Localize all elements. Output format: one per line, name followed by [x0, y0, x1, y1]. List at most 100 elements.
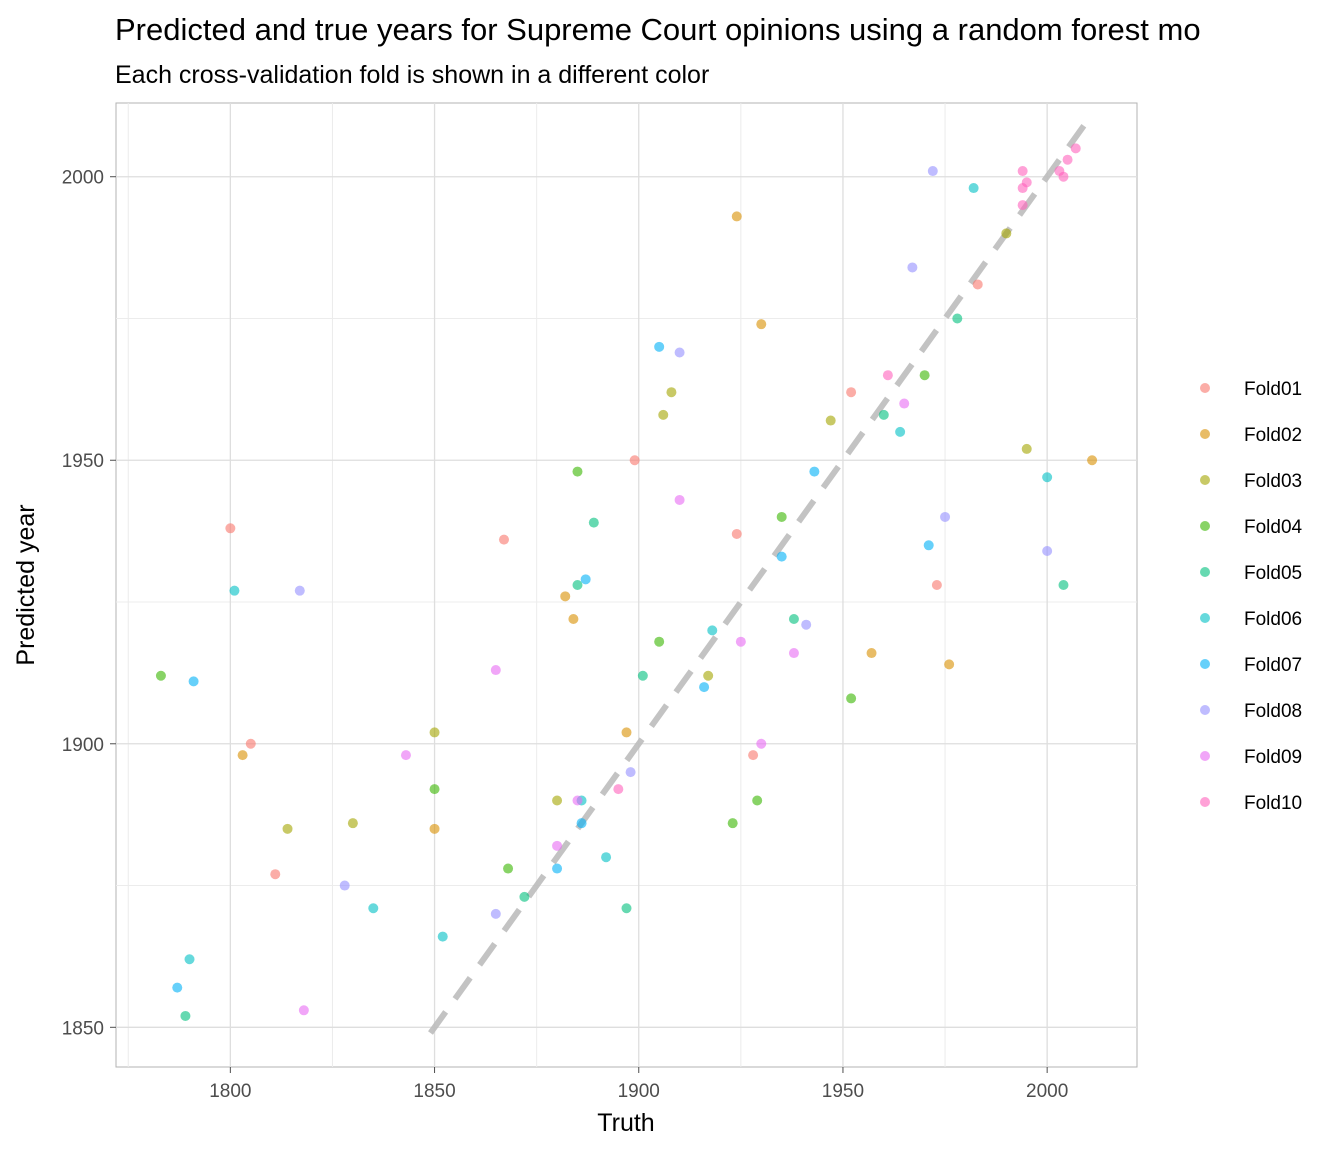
data-point — [1087, 455, 1098, 466]
legend-key — [1200, 797, 1210, 807]
data-point — [788, 614, 799, 625]
data-point — [919, 370, 930, 381]
data-point — [878, 409, 889, 420]
data-point — [1001, 228, 1012, 239]
data-point — [621, 903, 632, 914]
legend-label: Fold05 — [1244, 563, 1302, 584]
y-tick-label: 1900 — [62, 735, 104, 756]
data-point — [846, 693, 857, 704]
data-point — [731, 528, 742, 539]
data-point — [1042, 472, 1053, 483]
legend-key — [1200, 613, 1210, 623]
data-point — [1058, 580, 1069, 590]
data-point — [1042, 545, 1053, 556]
data-point — [625, 767, 636, 778]
legend-key — [1200, 429, 1210, 439]
data-point — [809, 466, 820, 477]
data-point — [1054, 166, 1065, 177]
data-point — [339, 880, 350, 891]
data-point — [294, 585, 305, 596]
data-point — [927, 166, 938, 177]
legend-label: Fold02 — [1244, 425, 1302, 446]
y-axis-ticks: 1850 1900 1950 2000 — [62, 168, 116, 1039]
data-point — [572, 795, 583, 806]
data-point — [552, 840, 563, 851]
data-point — [588, 517, 599, 528]
data-point — [490, 665, 501, 676]
data-point — [400, 750, 411, 761]
data-point — [576, 818, 587, 829]
grid-major — [116, 103, 1137, 1067]
legend-key — [1200, 475, 1210, 485]
data-point — [368, 903, 379, 914]
data-point — [429, 727, 440, 738]
data-point — [748, 750, 759, 761]
identity-line — [428, 118, 1091, 1035]
data-point — [752, 795, 763, 806]
data-point — [225, 523, 236, 534]
data-point — [1070, 143, 1081, 154]
data-point — [245, 738, 256, 749]
data-point — [1021, 443, 1032, 454]
legend-label: Fold03 — [1244, 471, 1302, 492]
data-point — [270, 869, 281, 880]
data-point — [429, 784, 440, 795]
chart-subtitle: Each cross-validation fold is shown in a… — [115, 61, 709, 89]
data-point — [552, 863, 563, 874]
x-tick-label: 1900 — [618, 1081, 660, 1102]
data-point — [674, 494, 685, 505]
data-point — [629, 455, 640, 466]
data-point — [654, 341, 665, 352]
data-point — [580, 574, 591, 585]
data-point — [180, 1010, 191, 1021]
data-point — [654, 636, 665, 647]
data-point — [731, 211, 742, 222]
data-point — [1062, 154, 1073, 165]
data-point — [572, 466, 583, 477]
data-point — [429, 823, 440, 834]
legend-label: Fold01 — [1244, 379, 1302, 400]
data-point — [519, 891, 530, 902]
data-points — [155, 143, 1098, 1021]
legend-label: Fold06 — [1244, 609, 1302, 630]
data-point — [944, 659, 955, 670]
data-point — [560, 591, 571, 602]
data-point — [282, 823, 293, 834]
legend-key — [1200, 751, 1210, 761]
data-point — [674, 347, 685, 358]
data-point — [899, 398, 910, 409]
data-point — [923, 540, 934, 551]
legend-label: Fold08 — [1244, 701, 1302, 722]
legend-label: Fold09 — [1244, 747, 1302, 768]
data-point — [972, 279, 983, 290]
data-point — [756, 319, 767, 330]
data-point — [552, 795, 563, 806]
data-point — [907, 262, 918, 273]
legend-key — [1200, 383, 1210, 393]
reference-line — [428, 118, 1091, 1035]
x-tick-label: 1950 — [822, 1081, 864, 1102]
grid-minor — [116, 103, 1137, 1067]
x-tick-label: 2000 — [1026, 1081, 1068, 1102]
data-point — [703, 670, 714, 681]
data-point — [503, 863, 514, 874]
data-point — [658, 409, 669, 420]
x-tick-label: 1800 — [209, 1081, 251, 1102]
data-point — [825, 415, 836, 426]
legend-key — [1200, 567, 1210, 577]
plot-panel — [115, 102, 1138, 1068]
data-point — [437, 931, 448, 942]
y-tick-label: 2000 — [62, 168, 104, 189]
legend-label: Fold10 — [1244, 793, 1302, 814]
data-point — [735, 636, 746, 647]
y-tick-label: 1950 — [62, 451, 104, 472]
plot-area — [115, 102, 1138, 1068]
data-point — [347, 818, 358, 829]
chart-title: Predicted and true years for Supreme Cou… — [115, 12, 1201, 47]
data-point — [846, 387, 857, 398]
data-point — [1017, 200, 1028, 211]
data-point — [952, 313, 963, 324]
data-point — [727, 818, 738, 829]
legend-label: Fold07 — [1244, 655, 1302, 676]
